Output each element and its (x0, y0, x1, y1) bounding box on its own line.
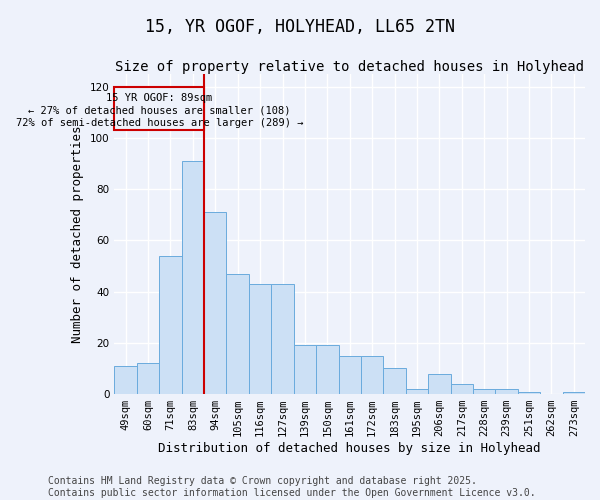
Bar (428, 374, 451, 394)
Bar (159, 256, 182, 394)
Bar (249, 284, 271, 394)
Bar (451, 384, 473, 394)
Bar (338, 356, 361, 394)
Bar (182, 161, 204, 394)
Bar (115, 87, 204, 130)
Bar (496, 389, 518, 394)
Text: Contains HM Land Registry data © Crown copyright and database right 2025.
Contai: Contains HM Land Registry data © Crown c… (48, 476, 536, 498)
Bar (316, 346, 338, 394)
Title: Size of property relative to detached houses in Holyhead: Size of property relative to detached ho… (115, 60, 584, 74)
Bar (383, 368, 406, 394)
Bar (204, 212, 226, 394)
X-axis label: Distribution of detached houses by size in Holyhead: Distribution of detached houses by size … (158, 442, 541, 455)
Text: 15 YR OGOF: 89sqm: 15 YR OGOF: 89sqm (106, 93, 212, 103)
Bar (115, 366, 137, 394)
Bar (226, 274, 249, 394)
Text: ← 27% of detached houses are smaller (108): ← 27% of detached houses are smaller (10… (28, 106, 290, 116)
Bar (406, 389, 428, 394)
Bar (473, 389, 496, 394)
Bar (563, 392, 585, 394)
Bar (361, 356, 383, 394)
Bar (137, 364, 159, 394)
Bar (518, 392, 540, 394)
Text: 72% of semi-detached houses are larger (289) →: 72% of semi-detached houses are larger (… (16, 118, 303, 128)
Bar (294, 346, 316, 394)
Text: 15, YR OGOF, HOLYHEAD, LL65 2TN: 15, YR OGOF, HOLYHEAD, LL65 2TN (145, 18, 455, 36)
Y-axis label: Number of detached properties: Number of detached properties (71, 126, 84, 343)
Bar (271, 284, 294, 394)
